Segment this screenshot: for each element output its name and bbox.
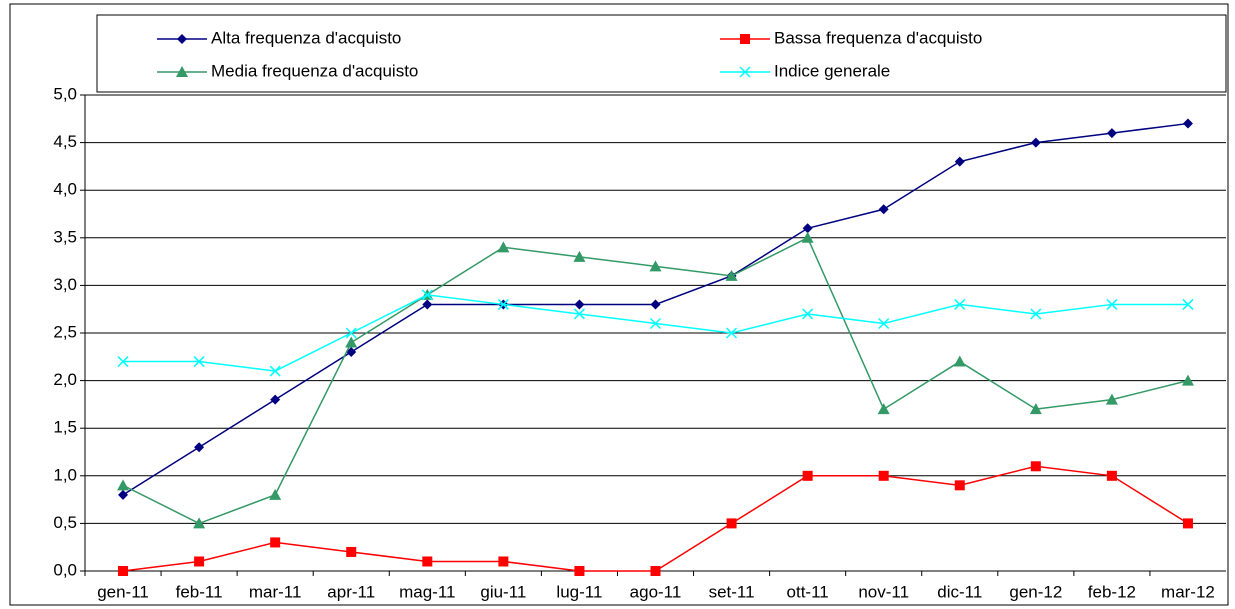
y-tick-label: 0,0	[53, 560, 77, 579]
y-tick-label: 3,0	[53, 275, 77, 294]
data-point	[573, 308, 585, 320]
data-point	[649, 317, 662, 330]
data-point	[194, 442, 205, 453]
data-point	[954, 156, 965, 167]
x-tick-label: dic-11	[937, 582, 982, 601]
data-point	[346, 546, 357, 557]
data-point	[954, 480, 965, 491]
data-point	[650, 299, 661, 310]
data-point	[1182, 118, 1193, 129]
data-point	[726, 518, 737, 529]
legend-marker	[176, 66, 188, 77]
x-tick-label: mar-12	[1161, 582, 1215, 601]
data-point	[1105, 393, 1118, 405]
data-point	[422, 299, 433, 310]
x-tick-label: feb-11	[176, 582, 223, 601]
data-point	[877, 403, 890, 415]
x-tick-label: giu-11	[480, 582, 526, 601]
data-point	[497, 241, 510, 253]
data-point	[802, 470, 813, 481]
data-point	[117, 479, 130, 491]
legend-marker	[177, 34, 187, 44]
x-tick-label: apr-11	[327, 582, 375, 601]
data-point	[422, 556, 433, 567]
x-tick-label: gen-12	[1009, 582, 1062, 601]
legend-marker	[740, 34, 750, 44]
data-point	[270, 394, 281, 405]
x-tick-label: feb-12	[1088, 582, 1136, 601]
data-point	[269, 365, 281, 377]
data-point	[953, 355, 966, 367]
data-point	[1029, 403, 1042, 415]
data-point	[118, 566, 129, 576]
data-point	[650, 566, 661, 576]
data-point	[801, 231, 814, 243]
data-point	[878, 204, 889, 215]
data-point	[1106, 298, 1118, 310]
x-tick-label: ott-11	[787, 582, 829, 601]
x-tick-label: gen-11	[97, 582, 149, 601]
data-point	[1181, 374, 1194, 386]
y-tick-label: 1,0	[53, 465, 77, 484]
data-point	[193, 356, 205, 368]
data-point	[193, 517, 206, 529]
data-point	[802, 308, 814, 320]
y-tick-label: 3,5	[53, 227, 77, 246]
data-point	[346, 347, 357, 358]
data-point	[1182, 518, 1193, 529]
data-point	[573, 250, 586, 262]
y-tick-label: 4,5	[53, 132, 77, 151]
data-point	[1030, 137, 1041, 148]
data-point	[270, 537, 281, 548]
data-point	[118, 489, 129, 500]
data-point	[497, 298, 509, 310]
data-point	[1106, 470, 1117, 481]
y-tick-label: 2,0	[53, 370, 77, 389]
x-tick-label: set-11	[709, 582, 755, 601]
data-point	[345, 327, 357, 339]
data-point	[954, 298, 966, 310]
y-tick-label: 1,5	[53, 418, 77, 437]
legend-label: Alta frequenza d'acquisto	[211, 28, 401, 47]
data-point	[725, 269, 738, 281]
x-tick-label: mag-11	[399, 582, 455, 601]
data-point	[345, 336, 358, 348]
data-point	[498, 556, 509, 567]
x-tick-label: ago-11	[630, 582, 682, 601]
legend-label: Media frequenza d'acquisto	[211, 61, 418, 80]
y-tick-label: 2,5	[53, 322, 77, 341]
y-tick-label: 5,0	[53, 84, 77, 103]
y-tick-label: 0,5	[53, 513, 77, 532]
data-point	[802, 223, 813, 234]
data-point	[574, 566, 585, 576]
legend-marker	[739, 66, 751, 78]
data-point	[574, 299, 585, 310]
data-point	[726, 327, 738, 339]
data-point	[878, 317, 890, 330]
data-point	[117, 356, 129, 368]
legend-label: Bassa frequenza d'acquisto	[774, 28, 982, 47]
data-point	[269, 488, 282, 500]
x-tick-label: mar-11	[249, 582, 302, 601]
data-point	[878, 470, 889, 481]
data-point	[1030, 308, 1042, 320]
y-tick-label: 4,0	[53, 180, 77, 199]
data-point	[194, 556, 205, 567]
data-point	[421, 289, 433, 301]
data-point	[649, 260, 662, 272]
legend-label: Indice generale	[774, 61, 890, 80]
data-point	[1182, 298, 1194, 310]
data-point	[1030, 461, 1041, 472]
legend-box	[96, 14, 1227, 93]
x-tick-label: lug-11	[556, 582, 602, 601]
data-point	[1106, 128, 1117, 139]
x-tick-label: nov-11	[858, 582, 909, 601]
